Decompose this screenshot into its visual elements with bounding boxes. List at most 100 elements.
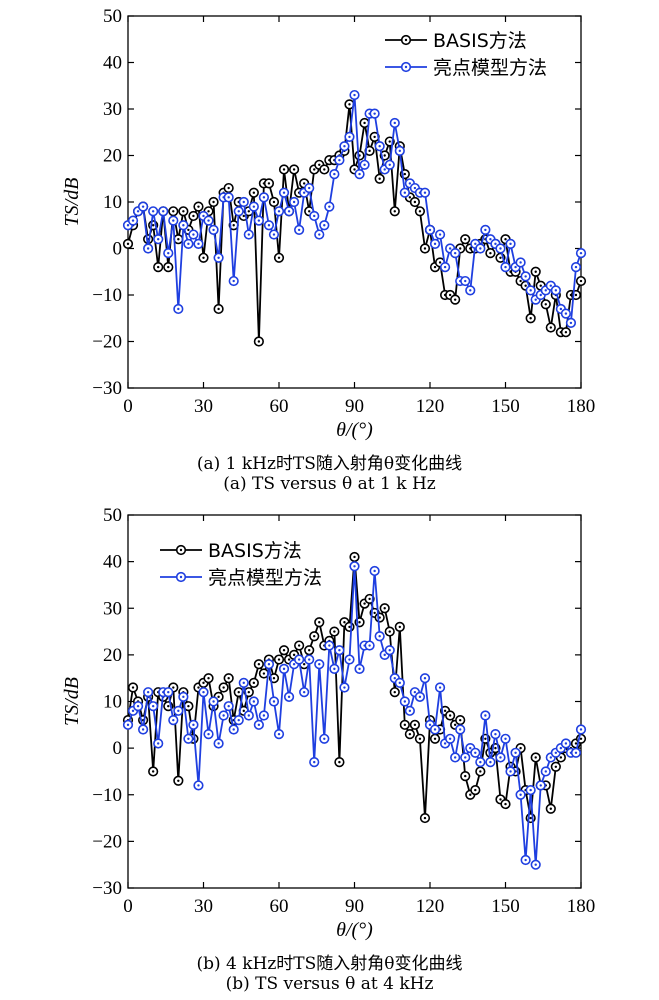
data-point-center [343, 145, 346, 148]
data-point-center [267, 224, 271, 227]
data-point-center [252, 191, 256, 194]
data-point-center [474, 242, 477, 246]
data-point-center [494, 746, 497, 750]
y-tick-label: 0 [113, 738, 123, 759]
data-point-center [564, 742, 568, 745]
data-point-center [187, 242, 190, 246]
data-point-center [569, 321, 573, 325]
data-point-center [413, 690, 417, 694]
data-point-center [423, 191, 427, 194]
caption-a-english: (a) TS versus θ at 1 k Hz [223, 474, 436, 494]
data-point-center [363, 163, 366, 166]
data-point-center [313, 214, 316, 218]
data-point-center [262, 672, 266, 675]
data-point-center [202, 690, 205, 694]
data-point-center [539, 284, 542, 287]
data-point-center [494, 242, 497, 246]
data-point-center [363, 121, 366, 125]
data-point-center [423, 247, 427, 250]
data-point-center [529, 788, 532, 792]
data-point-center [313, 635, 316, 638]
data-point-center [172, 718, 175, 722]
legend-label: 亮点模型方法 [433, 57, 547, 79]
data-point-center [448, 737, 452, 740]
data-point-center [453, 723, 457, 727]
data-point-center [242, 200, 245, 204]
data-point-center [247, 690, 250, 694]
data-point-center [428, 723, 432, 727]
data-point-center [247, 233, 250, 236]
data-point-center [237, 718, 240, 722]
data-point-center [579, 251, 583, 255]
y-tick-label: 40 [103, 53, 122, 74]
data-point-center [151, 210, 155, 213]
data-point-center [272, 233, 276, 236]
data-point-center [519, 279, 522, 283]
data-point-center [448, 293, 452, 297]
data-point-center [413, 186, 417, 190]
data-point-center [272, 700, 276, 703]
data-point-center [302, 663, 306, 666]
data-point-center [277, 732, 281, 736]
data-point-center [559, 746, 563, 750]
data-point-center [157, 742, 160, 745]
data-point-center [433, 728, 437, 731]
data-point-center [177, 779, 180, 782]
data-point-center [464, 238, 467, 241]
data-point-center [489, 760, 492, 764]
y-tick-label: 10 [103, 192, 122, 213]
data-point-center [247, 210, 250, 213]
y-tick-label: 20 [103, 146, 122, 167]
data-point-center [348, 625, 351, 629]
data-point-center [313, 168, 316, 171]
data-point-center [499, 247, 502, 250]
data-point-center [559, 307, 563, 311]
data-point-center [529, 816, 532, 820]
data-point-center [383, 154, 386, 157]
data-point-center [433, 737, 437, 740]
data-point-center [433, 265, 437, 269]
legend-label: BASIS方法 [433, 30, 527, 52]
y-tick-label: 50 [103, 6, 122, 27]
data-point-center [207, 732, 210, 736]
data-point-center [292, 168, 296, 171]
x-tick-label: 30 [194, 396, 213, 417]
data-point-center [403, 700, 407, 703]
y-tick-label: −20 [92, 831, 122, 852]
data-point-center [524, 858, 527, 862]
data-point-center [383, 168, 386, 171]
data-point-center [338, 158, 341, 162]
data-point-center [423, 816, 427, 820]
data-point-center [393, 210, 396, 213]
data-point-center [403, 723, 407, 727]
y-tick-label: 30 [103, 598, 122, 619]
x-tick-label: 30 [194, 896, 213, 917]
data-point-center [252, 205, 256, 208]
data-point-center [267, 663, 271, 666]
data-point-center [257, 723, 261, 727]
y-axis-label: TS/dB [61, 677, 83, 726]
data-point-center [378, 177, 381, 180]
data-point-center [393, 690, 396, 694]
data-point-center [544, 770, 547, 773]
data-point-center [408, 182, 412, 185]
data-point-center [388, 649, 391, 652]
data-point-center [373, 611, 376, 615]
data-point-center [227, 186, 230, 190]
data-point-center [157, 265, 160, 269]
data-point-center [549, 807, 552, 810]
data-point-center [287, 695, 291, 699]
data-point-center [459, 718, 462, 722]
data-point-center [388, 163, 391, 166]
x-tick-label: 150 [491, 896, 520, 917]
legend-label: BASIS方法 [208, 540, 302, 562]
data-point-center [282, 168, 286, 171]
data-point-center [484, 714, 487, 717]
data-point-center [554, 765, 558, 768]
y-tick-label: −30 [92, 378, 122, 399]
x-tick-label: 0 [123, 396, 133, 417]
data-point-center [338, 760, 341, 764]
data-point-center [368, 149, 371, 153]
data-point-center [157, 238, 160, 241]
